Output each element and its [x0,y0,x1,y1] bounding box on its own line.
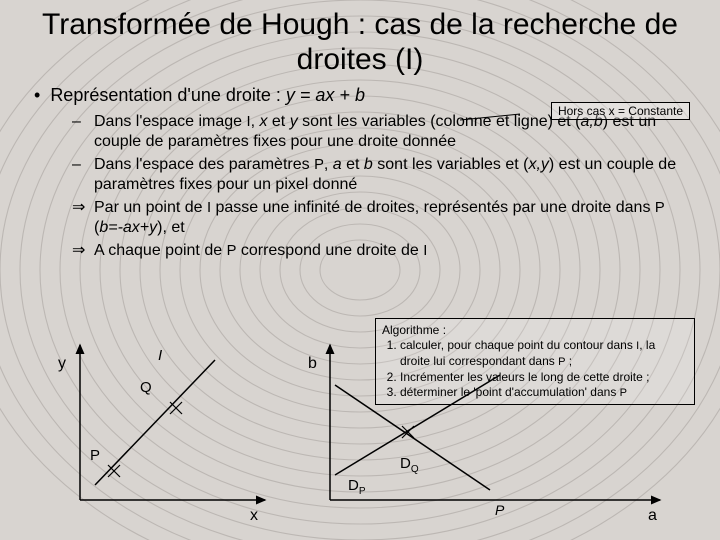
right-y-label: b [308,355,317,372]
left-y-label: y [58,355,66,372]
sub-bullet-4: ⇒ A chaque point de P correspond une dro… [72,241,690,261]
left-space-label: I [158,347,162,364]
right-chart: b a DP DQ P [308,345,660,524]
right-space-label: P [495,502,505,518]
left-p-label: P [90,447,100,464]
right-dp-label: DP [348,477,366,497]
callout-box: Hors cas x = Constante [551,102,690,120]
right-dq-label: DQ [400,455,419,475]
sub-bullet-2: – Dans l'espace des paramètres P, a et b… [72,155,690,196]
left-x-label: x [250,507,258,524]
diagrams: y x I P Q b a DP DQ P [40,320,680,530]
left-chart: y x I P Q [58,345,265,524]
left-q-label: Q [140,379,152,396]
right-x-label: a [648,507,657,524]
slide-title: Transformée de Hough : cas de la recherc… [30,8,690,77]
sub-bullet-list: – Dans l'espace image I, x et y sont les… [72,112,690,261]
sub-bullet-3: ⇒ Par un point de I passe une infinité d… [72,198,690,239]
callout-connector [460,112,520,122]
